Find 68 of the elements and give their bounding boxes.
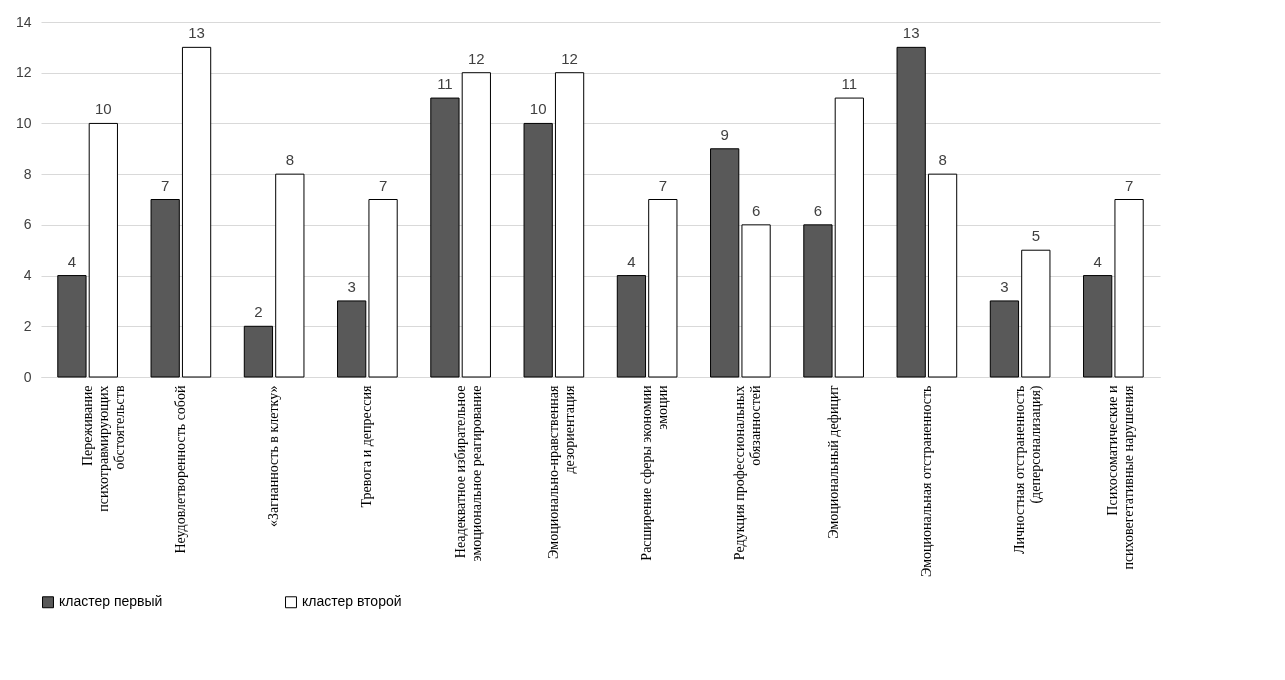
bar (368, 199, 398, 378)
x-tick-label: Неадекватное избирательное эмоциональное реагирование (452, 385, 484, 562)
data-label: 3 (1000, 277, 1009, 295)
x-tick-label: Тревога и депрессия (359, 384, 375, 508)
bar (803, 224, 833, 378)
data-label: 8 (938, 151, 947, 169)
data-label: 12 (467, 49, 485, 67)
y-tick-label: 4 (23, 267, 32, 284)
data-label: 7 (161, 176, 170, 194)
data-label: 4 (627, 252, 636, 270)
x-tick-label: Эмоциональная отстраненность (918, 385, 934, 578)
y-tick-label: 0 (23, 368, 32, 385)
bar (181, 46, 212, 378)
y-tick-label: 8 (23, 165, 32, 182)
data-label: 7 (1124, 176, 1134, 194)
data-label: 3 (347, 277, 356, 295)
y-tick-label: 10 (15, 114, 32, 131)
bar (616, 275, 647, 378)
x-tick-label: Неудовлетворенность собой (172, 385, 188, 554)
bar (337, 300, 367, 378)
y-tick-label: 2 (23, 317, 32, 334)
data-label: 10 (529, 100, 547, 118)
data-label: 12 (561, 49, 578, 67)
legend-label: кластер первый (59, 593, 163, 610)
bar (1083, 275, 1113, 378)
x-tick-label: Расширение сферы экономии эмоции (639, 385, 671, 561)
bar (989, 300, 1020, 378)
legend-label: кластер второй (302, 593, 402, 610)
bar (88, 122, 118, 378)
data-label: 11 (841, 75, 858, 93)
bar (150, 199, 180, 378)
bar (1114, 199, 1144, 378)
bar (523, 122, 553, 378)
data-label: 6 (813, 201, 823, 219)
data-label: 2 (254, 303, 263, 321)
data-label: 6 (751, 201, 761, 219)
bar (275, 173, 305, 378)
data-label: 4 (67, 252, 77, 270)
x-tick-label: Психосоматические и психовегетативные нарушения (1105, 384, 1137, 570)
x-tick-label: Эмоциональный дефицит (825, 385, 841, 539)
y-tick-label: 12 (15, 64, 32, 81)
bar (648, 199, 678, 378)
data-label: 11 (437, 75, 453, 93)
y-tick-label: 14 (15, 13, 32, 30)
bar (1021, 249, 1051, 378)
bar (57, 275, 87, 378)
bar (430, 97, 460, 378)
data-label: 10 (94, 100, 112, 118)
x-tick-label: Личностная отстраненность (деперсонализация) (1012, 385, 1045, 554)
data-label: 9 (720, 125, 729, 143)
bar (461, 72, 491, 378)
data-label: 13 (902, 24, 920, 42)
data-label: 8 (285, 151, 294, 169)
y-tick-label: 6 (23, 216, 32, 233)
data-label: 7 (378, 176, 388, 194)
bar (243, 325, 274, 378)
bar (710, 148, 740, 378)
data-label: 4 (1093, 252, 1102, 270)
bar (927, 173, 958, 378)
bar (834, 97, 864, 378)
bar (554, 72, 585, 378)
data-label: 5 (1031, 227, 1040, 245)
x-tick-label: «Загнанность в клетку» (266, 385, 282, 527)
x-tick-label: Переживание психотравмирующих обстоятельств (79, 385, 127, 512)
data-label: 7 (658, 176, 667, 194)
bar (741, 224, 771, 378)
data-label: 13 (188, 24, 205, 42)
bar (896, 46, 926, 378)
